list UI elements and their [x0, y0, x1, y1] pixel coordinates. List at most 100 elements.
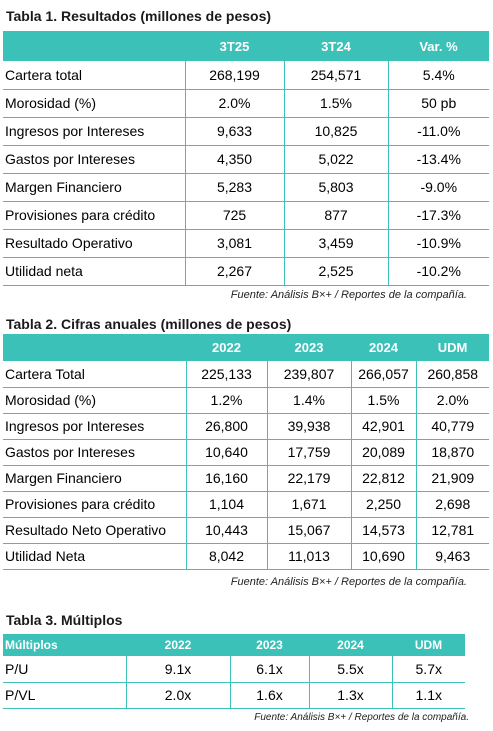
table-row: P/U 9.1x 6.1x 5.5x 5.7x	[3, 656, 465, 683]
table-cell: 10,443	[186, 517, 268, 544]
table-row: Utilidad Neta 8,042 11,013 10,690 9,463	[3, 543, 489, 570]
row-label: Cartera total	[3, 61, 186, 90]
table-cell: 22,179	[267, 465, 352, 492]
header-cell: UDM	[392, 634, 465, 656]
table1-source: Fuente: Análisis B×+ / Reportes de la co…	[230, 289, 467, 301]
table-cell: 5,022	[284, 145, 389, 174]
results-table: 3T25 3T24 Var. % Cartera total 268,199 254…	[3, 31, 489, 286]
row-label: Resultado Neto Operativo	[3, 517, 187, 544]
table-header-row: 2022 2023 2024 UDM	[3, 334, 489, 361]
row-label: Provisiones para crédito	[3, 491, 187, 518]
table-cell: 9,633	[185, 117, 285, 146]
table-cell: 21,909	[416, 465, 489, 492]
table-row: Ingresos por Intereses 26,800 39,938 42,901…	[3, 413, 489, 440]
header-cell: 2024	[309, 634, 392, 656]
row-label: Morosidad (%)	[3, 89, 186, 118]
table-row: Margen Financiero 16,160 22,179 22,812 21,90…	[3, 465, 489, 492]
table-cell: 266,057	[351, 361, 417, 388]
table-cell: 11,013	[267, 543, 352, 570]
header-cell: Var. %	[388, 31, 489, 61]
table-cell: 12,781	[416, 517, 489, 544]
table-cell: 3,459	[284, 229, 389, 258]
table-cell: 17,759	[267, 439, 352, 466]
table-cell: 39,938	[267, 413, 352, 440]
table-cell: 1.1x	[392, 682, 465, 709]
row-label: Ingresos por Intereses	[3, 413, 187, 440]
table-cell: 1.6x	[230, 682, 310, 709]
table-cell: 20,089	[351, 439, 417, 466]
row-label: Gastos por Intereses	[3, 145, 186, 174]
table-cell: 1.5%	[351, 387, 417, 414]
table-cell: 2.0x	[126, 682, 231, 709]
table-cell: -13.4%	[388, 145, 489, 174]
header-cell: 3T24	[284, 31, 388, 61]
table-cell: 1,671	[267, 491, 352, 518]
row-label: Cartera Total	[3, 361, 187, 388]
table-cell: 725	[185, 201, 285, 230]
row-label: Resultado Operativo	[3, 229, 186, 258]
table-row: Cartera total 268,199 254,571 5.4%	[3, 61, 489, 90]
annual-figures-table: 2022 2023 2024 UDM Cartera Total 225,133 2…	[3, 334, 489, 570]
header-cell: 2022	[126, 634, 230, 656]
table-cell: -17.3%	[388, 201, 489, 230]
table-cell: 18,870	[416, 439, 489, 466]
table-cell: 5.5x	[309, 656, 393, 683]
table3-title: Tabla 3. Múltiplos	[6, 612, 123, 628]
multiples-table: Múltiplos 2022 2023 2024 UDM P/U 9.1x 6.1x…	[3, 634, 465, 709]
table-cell: 1.3x	[309, 682, 393, 709]
table-row: Margen Financiero 5,283 5,803 -9.0%	[3, 173, 489, 202]
table-cell: -11.0%	[388, 117, 489, 146]
table2-source: Fuente: Análisis B×+ / Reportes de la co…	[230, 576, 467, 588]
table-cell: -10.9%	[388, 229, 489, 258]
table-cell: 26,800	[186, 413, 268, 440]
table-row: Resultado Neto Operativo 10,443 15,067 14,5…	[3, 517, 489, 544]
header-cell: UDM	[416, 334, 489, 361]
table-row: P/VL 2.0x 1.6x 1.3x 1.1x	[3, 682, 465, 709]
row-label: P/U	[3, 656, 127, 683]
table-cell: 4,350	[185, 145, 285, 174]
table-cell: 254,571	[284, 61, 389, 90]
table-cell: 14,573	[351, 517, 417, 544]
table-cell: 1.2%	[186, 387, 268, 414]
table-cell: 239,807	[267, 361, 352, 388]
table-cell: 5.7x	[392, 656, 465, 683]
table-header-row: Múltiplos 2022 2023 2024 UDM	[3, 634, 465, 656]
header-cell: 2022	[186, 334, 267, 361]
table-row: Utilidad neta 2,267 2,525 -10.2%	[3, 257, 489, 286]
table-cell: 42,901	[351, 413, 417, 440]
table3-source: Fuente: Análisis B×+ / Reportes de la co…	[254, 712, 469, 723]
header-cell: 3T25	[185, 31, 284, 61]
header-cell: 2023	[230, 634, 309, 656]
table-cell: 3,081	[185, 229, 285, 258]
table2-title: Tabla 2. Cifras anuales (millones de pes…	[6, 316, 292, 332]
table-cell: 8,042	[186, 543, 268, 570]
table-cell: 40,779	[416, 413, 489, 440]
header-cell: 2023	[267, 334, 351, 361]
table-cell: 15,067	[267, 517, 352, 544]
table-cell: 5,803	[284, 173, 389, 202]
table-cell: 5.4%	[388, 61, 489, 90]
row-label: Margen Financiero	[3, 465, 187, 492]
row-label: P/VL	[3, 682, 127, 709]
table-row: Gastos por Intereses 10,640 17,759 20,089 18…	[3, 439, 489, 466]
row-label: Margen Financiero	[3, 173, 186, 202]
table-cell: 6.1x	[230, 656, 310, 683]
table-cell: 268,199	[185, 61, 285, 90]
header-cell	[3, 334, 186, 361]
table-row: Provisiones para crédito 725 877 -17.3%	[3, 201, 489, 230]
table-cell: 22,812	[351, 465, 417, 492]
table-cell: 16,160	[186, 465, 268, 492]
row-label: Ingresos por Intereses	[3, 117, 186, 146]
table-cell: -10.2%	[388, 257, 489, 286]
table-cell: 50 pb	[388, 89, 489, 118]
table-row: Provisiones para crédito 1,104 1,671 2,250 2…	[3, 491, 489, 518]
table-cell: 10,640	[186, 439, 268, 466]
table-cell: 2.0%	[416, 387, 489, 414]
row-label: Provisiones para crédito	[3, 201, 186, 230]
table-row: Gastos por Intereses 4,350 5,022 -13.4%	[3, 145, 489, 174]
table-cell: 877	[284, 201, 389, 230]
table-cell: 2,525	[284, 257, 389, 286]
table-cell: 2.0%	[185, 89, 285, 118]
header-cell	[3, 31, 185, 61]
table-cell: 9,463	[416, 543, 489, 570]
